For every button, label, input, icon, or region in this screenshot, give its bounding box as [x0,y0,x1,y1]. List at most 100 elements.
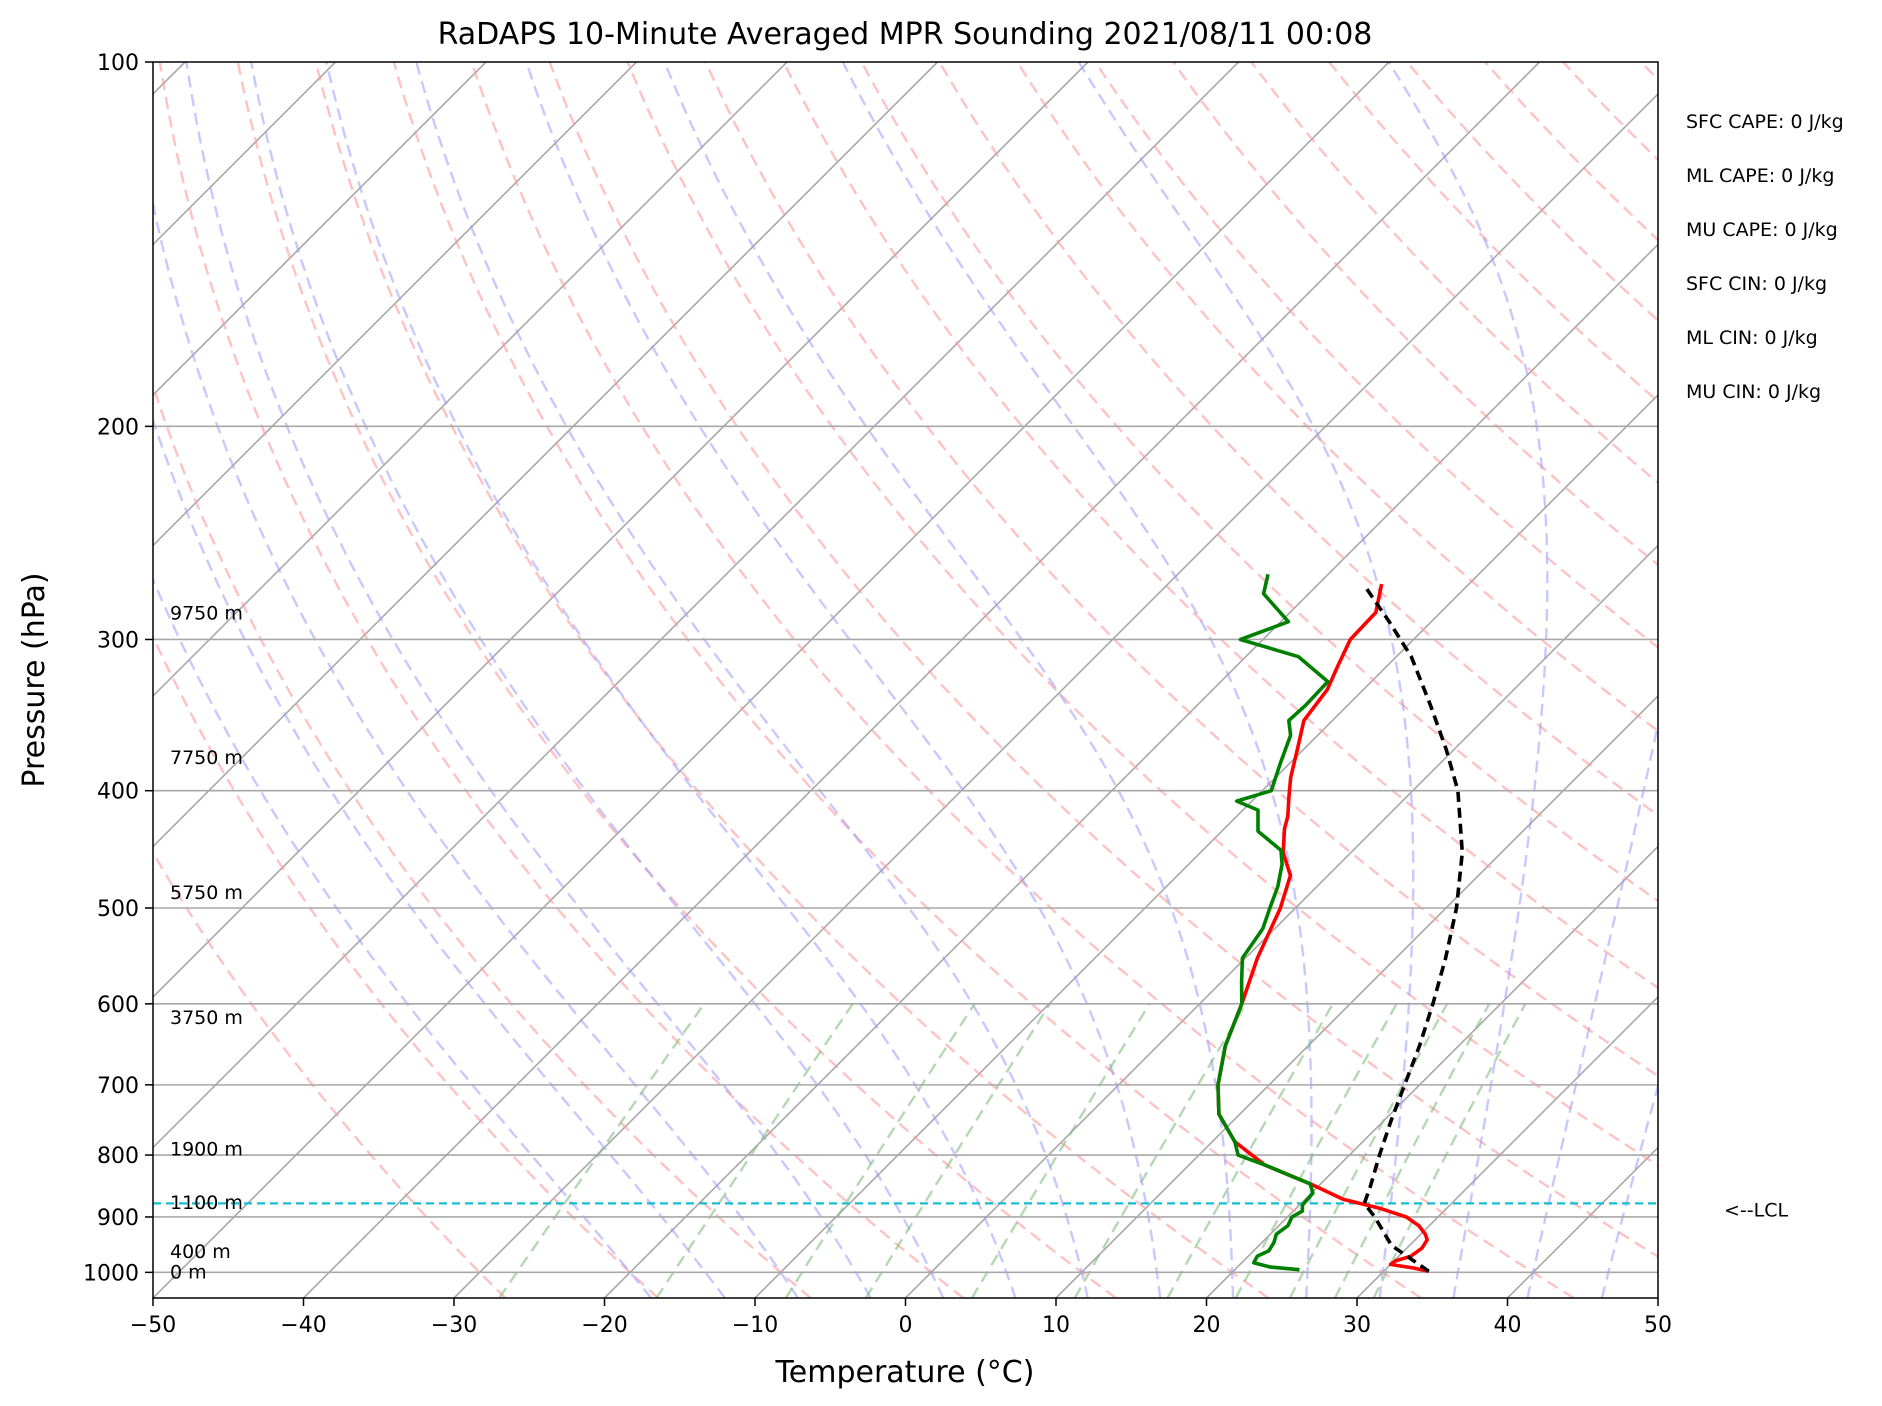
moist-adiabat [663,62,1235,1298]
mixing-ratio-line [1073,1003,1247,1298]
height-label: 1900 m [170,1138,243,1160]
x-axis: −50 −40 −30 −20 −10 0 10 20 30 40 50 [130,1298,1672,1338]
moist-adiabat [415,62,1089,1298]
x-tick-label: 20 [1193,1313,1221,1338]
mixing-ratio-line [784,1003,976,1298]
height-label: 1100 m [170,1192,243,1214]
y-tick-label: 1000 [83,1261,139,1286]
isotherm [153,62,1240,1149]
isotherm [1055,694,1658,1298]
mixing-ratio-line [1166,1003,1334,1298]
sounding-traces [1216,573,1465,1274]
moist-adiabat [153,576,653,1298]
isotherm [904,544,1658,1298]
moist-adiabat [185,62,872,1298]
dry-adiabat [236,62,1117,1298]
x-tick-label: −30 [431,1313,477,1338]
moist-adiabat [153,416,726,1298]
height-labels: 9750 m 7750 m 5750 m 3750 m 1900 m 1100 m 400 … [170,603,243,1284]
dry-adiabat [153,634,659,1298]
height-label: 5750 m [170,882,243,904]
chart-title: RaDAPS 10-Minute Averaged MPR Sounding 2… [438,17,1373,52]
moist-adiabat [841,62,1313,1298]
y-axis: 100 200 300 400 500 600 700 800 900 1000 [83,51,153,1286]
y-tick-label: 500 [97,897,139,922]
y-axis-label: Pressure (hPa) [17,572,52,787]
x-tick-label: −20 [581,1313,627,1338]
y-tick-label: 900 [97,1206,139,1231]
isotherm [302,62,1541,1298]
dry-adiabat [1016,62,1658,733]
dry-adiabat [392,62,1422,1298]
lcl-label: <--LCL [1724,1199,1788,1221]
height-label: 7750 m [170,747,243,769]
stat-label: MU CAPE: 0 J/kg [1686,219,1838,241]
y-tick-label: 100 [97,51,139,76]
x-tick-label: −10 [732,1313,778,1338]
dry-adiabat [860,62,1658,903]
x-axis-label: Temperature (°C) [775,1355,1035,1390]
isotherm [153,62,638,547]
dewpoint-trace [1216,573,1330,1272]
dry-adiabat [1328,62,1658,403]
mixing-ratio-line [1372,1003,1527,1298]
moist-adiabat [1526,718,1658,1298]
y-tick-label: 800 [97,1144,139,1169]
dry-adiabat [153,382,812,1298]
dry-adiabat [1250,62,1658,485]
stats-panel: SFC CAPE: 0 J/kg ML CAPE: 0 J/kg MU CAPE: … [1686,111,1844,403]
y-tick-label: 300 [97,628,139,653]
stat-label: ML CAPE: 0 J/kg [1686,165,1834,187]
dry-adiabat [470,62,1575,1298]
stat-label: ML CIN: 0 J/kg [1686,327,1818,349]
mixing-ratio-line [1333,1003,1491,1298]
stat-label: SFC CAPE: 0 J/kg [1686,111,1844,133]
isotherm [1205,845,1658,1298]
isotherm [153,62,487,397]
moist-adiabat [1387,62,1549,1298]
isotherm [603,243,1658,1298]
dry-adiabat [314,62,1270,1298]
height-label: 400 m [170,1241,231,1263]
height-label: 3750 m [170,1007,243,1029]
dry-adiabat [626,62,1658,1167]
isotherm [153,62,1089,999]
isotherm [153,62,788,698]
x-tick-label: 30 [1343,1313,1371,1338]
x-tick-label: −40 [280,1313,326,1338]
isobar-grid [153,425,1658,1274]
stat-label: SFC CIN: 0 J/kg [1686,273,1827,295]
y-tick-label: 600 [97,993,139,1018]
mixing-ratio-line [864,1003,1052,1298]
isotherm [1356,995,1658,1298]
isotherm [153,62,1390,1298]
mixing-ratio-line [970,1003,1151,1298]
y-tick-label: 700 [97,1074,139,1099]
stat-label: MU CIN: 0 J/kg [1686,381,1821,403]
x-tick-label: 10 [1042,1313,1070,1338]
isotherm [453,92,1658,1298]
moist-adiabat [325,62,1017,1298]
moist-adiabat [525,62,1162,1298]
isotherm [153,62,939,848]
background-lines [153,62,1658,1298]
moist-adiabat [153,198,800,1298]
dry-adiabat [704,62,1658,1078]
dry-adiabat [158,62,964,1298]
y-tick-label: 200 [97,415,139,440]
x-tick-label: 40 [1494,1313,1522,1338]
dry-adiabat [782,62,1658,990]
x-tick-label: −50 [130,1313,176,1338]
x-tick-label: 0 [899,1313,913,1338]
mixing-ratio-line [655,1003,854,1298]
mixing-ratio-line [1288,1003,1449,1298]
height-label: 0 m [170,1261,207,1283]
dry-adiabat [1094,62,1658,649]
moist-adiabat [250,62,945,1298]
dry-adiabat [1172,62,1658,567]
lcl-line: <--LCL [153,1199,1788,1221]
dry-adiabat [938,62,1658,817]
x-tick-label: 50 [1644,1313,1672,1338]
y-tick-label: 400 [97,780,139,805]
